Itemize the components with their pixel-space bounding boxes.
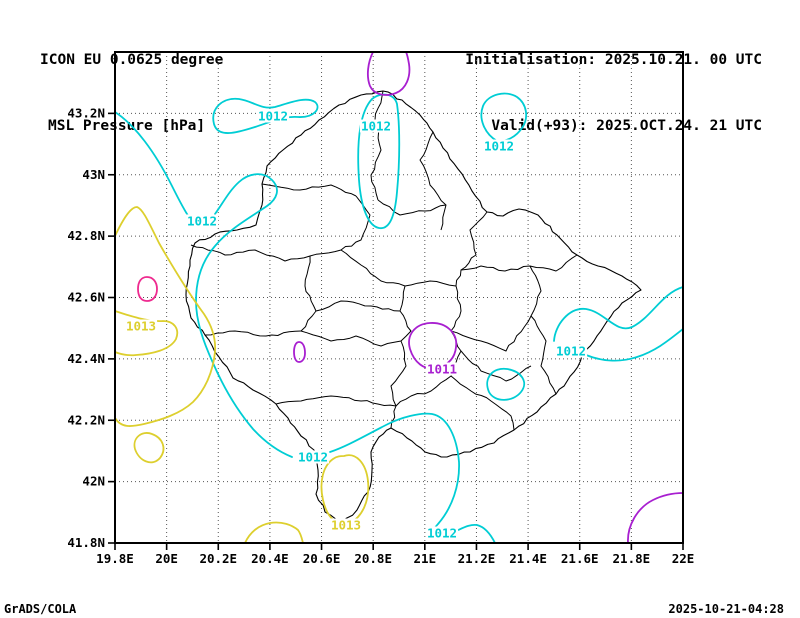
contour-label: 1012 bbox=[556, 344, 586, 359]
contour-label: 1013 bbox=[126, 319, 156, 334]
y-tick-label: 41.8N bbox=[67, 535, 105, 550]
map-internal-border bbox=[529, 265, 557, 395]
creation-timestamp: 2025-10-21-04:28 bbox=[668, 602, 784, 616]
y-tick-label: 42.8N bbox=[67, 228, 105, 243]
y-tick-label: 42.4N bbox=[67, 351, 105, 366]
contour-line-1011 bbox=[627, 492, 684, 544]
x-tick-label: 20.8E bbox=[354, 551, 392, 566]
contour-label: 1012 bbox=[187, 214, 217, 229]
x-tick-label: 22E bbox=[672, 551, 695, 566]
map-internal-border bbox=[190, 244, 342, 262]
contour-line-1013 bbox=[244, 521, 304, 544]
contour-line-1012 bbox=[553, 286, 684, 342]
y-tick-label: 43.2N bbox=[67, 105, 105, 120]
contour-line-1012 bbox=[114, 111, 190, 218]
map-internal-border bbox=[275, 395, 397, 407]
x-tick-label: 21.4E bbox=[509, 551, 547, 566]
contour-label-mask bbox=[256, 109, 290, 123]
contour-label-mask bbox=[185, 214, 219, 228]
x-tick-label: 20.6E bbox=[303, 551, 341, 566]
chart-time-block: Initialisation: 2025.10.21. 00 UTC Valid… bbox=[465, 5, 762, 181]
x-tick-label: 21.6E bbox=[561, 551, 599, 566]
contour-label-mask bbox=[124, 319, 158, 333]
contour-line-1012 bbox=[486, 367, 526, 401]
contour-label: 1012 bbox=[298, 450, 328, 465]
contour-label-mask bbox=[554, 344, 588, 358]
map-internal-border bbox=[390, 340, 407, 429]
contour-line-unlabeled bbox=[137, 276, 158, 302]
x-tick-label: 20E bbox=[155, 551, 178, 566]
x-tick-label: 21E bbox=[414, 551, 437, 566]
map-internal-border bbox=[460, 211, 488, 271]
contour-line-1012 bbox=[480, 92, 528, 142]
map-internal-border bbox=[399, 285, 412, 342]
x-tick-label: 21.2E bbox=[458, 551, 496, 566]
map-internal-border bbox=[395, 375, 452, 407]
contour-label: 1012 bbox=[484, 139, 514, 154]
map-internal-border bbox=[450, 375, 515, 431]
contour-label-mask bbox=[359, 119, 393, 133]
map-internal-border bbox=[370, 90, 384, 201]
contour-label: 1012 bbox=[427, 526, 457, 541]
contour-line-1012 bbox=[585, 328, 684, 362]
map-internal-border bbox=[300, 255, 317, 332]
y-tick-label: 42N bbox=[82, 474, 105, 489]
contour-line-1012 bbox=[455, 523, 496, 544]
map-outer-border bbox=[185, 90, 642, 524]
y-tick-label: 42.2N bbox=[67, 412, 105, 427]
valid-time: Valid(+93): 2025.OCT.24. 21 UTC bbox=[491, 118, 762, 134]
contour-line-1012 bbox=[329, 412, 460, 533]
contour-label: 1012 bbox=[361, 119, 391, 134]
map-internal-border bbox=[204, 330, 302, 337]
map-internal-border bbox=[315, 300, 401, 312]
contour-line-1012 bbox=[212, 97, 319, 134]
map-internal-border bbox=[450, 315, 532, 352]
x-tick-label: 20.2E bbox=[199, 551, 237, 566]
initialisation-time: Initialisation: 2025.10.21. 00 UTC bbox=[465, 52, 762, 68]
contour-line-1011 bbox=[366, 51, 411, 96]
contour-label: 1012 bbox=[258, 109, 288, 124]
contour-label: 1013 bbox=[331, 518, 361, 533]
y-tick-label: 42.6N bbox=[67, 290, 105, 305]
map-internal-border bbox=[340, 249, 578, 287]
contour-label-mask bbox=[425, 362, 459, 376]
x-tick-label: 19.8E bbox=[96, 551, 134, 566]
contour-line-1013 bbox=[114, 206, 217, 427]
x-tick-label: 21.8E bbox=[613, 551, 651, 566]
map-internal-border bbox=[261, 183, 357, 197]
contour-line-1012 bbox=[357, 93, 401, 229]
contour-label-mask bbox=[425, 526, 459, 540]
contour-line-1013 bbox=[133, 432, 165, 464]
x-tick-label: 20.4E bbox=[251, 551, 289, 566]
contour-label: 1011 bbox=[427, 362, 457, 377]
contour-label-mask bbox=[296, 450, 330, 464]
map-internal-border bbox=[377, 199, 447, 216]
contour-line-1013 bbox=[320, 454, 370, 526]
contour-line-1012 bbox=[195, 173, 293, 458]
map-internal-border bbox=[419, 131, 447, 231]
map-internal-border bbox=[340, 195, 371, 251]
contour-label-mask bbox=[482, 139, 516, 153]
contour-line-1011 bbox=[293, 341, 306, 363]
grads-credit: GrADS/COLA bbox=[4, 602, 77, 616]
y-tick-label: 43N bbox=[82, 167, 105, 182]
contour-label-mask bbox=[329, 518, 363, 532]
map-internal-border bbox=[300, 330, 402, 347]
model-title: ICON EU 0.0625 degree bbox=[40, 52, 224, 68]
